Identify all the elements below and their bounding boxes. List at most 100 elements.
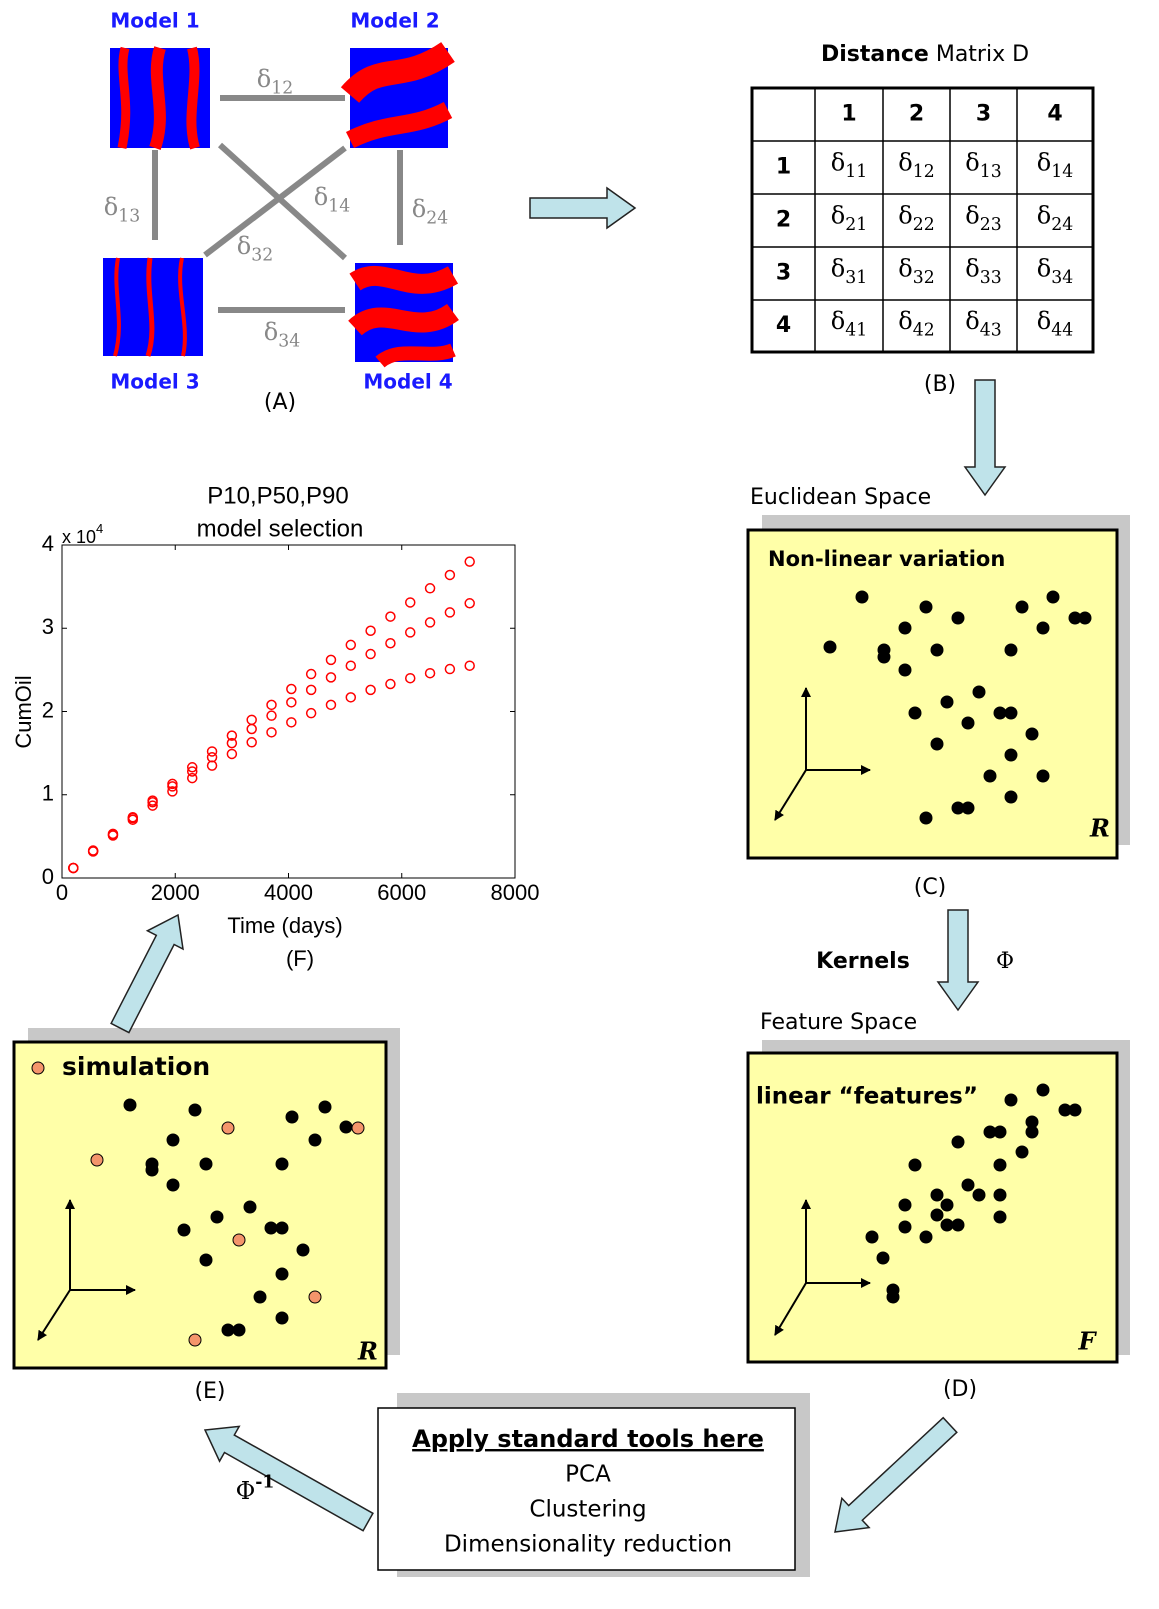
data-point (365, 648, 376, 660)
y-tick-label: 2 (42, 697, 54, 722)
distance-label: δ12 (257, 65, 293, 98)
model-image (340, 41, 455, 149)
sample-dot (1046, 590, 1060, 604)
y-tick-label: 1 (42, 781, 54, 806)
axis-arrow (774, 1282, 807, 1336)
sample-dot (951, 611, 965, 625)
distance-links (152, 95, 403, 313)
matrix-cell-symbol: δ (898, 148, 912, 176)
sample-dot (1078, 611, 1092, 625)
matrix-cell-symbol: δ (898, 254, 912, 282)
tools-item: PCA (565, 1462, 611, 1488)
matrix-cell-subscript: 44 (1051, 320, 1073, 340)
matrix-title: Distance Matrix D (821, 42, 1029, 67)
distance-label-symbol: δ (104, 193, 118, 221)
panel-label: (A) (264, 390, 296, 415)
y-axis-label: CumOil (11, 675, 36, 748)
data-point (325, 672, 337, 683)
space-symbol: F (1077, 1327, 1097, 1356)
matrix-cell-symbol: δ (1037, 254, 1051, 282)
data-point (286, 717, 297, 728)
matrix-cell-symbol: δ (831, 307, 845, 335)
sample-dot (1025, 1125, 1039, 1139)
sample-dot (264, 1221, 278, 1235)
column-header: 4 (1047, 102, 1062, 127)
plot-area (61, 544, 516, 879)
distance-label: δ24 (412, 195, 448, 228)
sample-dot (318, 1100, 332, 1114)
sample-dot (243, 1200, 257, 1214)
data-point (444, 663, 456, 675)
data-point (385, 678, 396, 690)
x-tick-label: 8000 (491, 880, 540, 905)
distance-label-subscript: 13 (118, 206, 140, 226)
inverse-step-superscript: -1 (255, 1472, 274, 1492)
x-axis-label: Time (days) (227, 913, 342, 938)
data-point (186, 766, 198, 777)
sample-dot (351, 1121, 365, 1135)
tools-item: Dimensionality reduction (444, 1532, 732, 1558)
sample-dot (993, 1188, 1007, 1202)
model-image (348, 263, 459, 368)
matrix-cell-symbol: δ (831, 254, 845, 282)
matrix-cell-subscript: 33 (980, 267, 1002, 287)
step-symbol: Φ (996, 949, 1014, 974)
space-symbol: R (357, 1337, 378, 1366)
data-point (186, 762, 198, 773)
matrix-cell-subscript: 31 (845, 267, 867, 287)
data-point (305, 684, 317, 696)
sample-dot (210, 1210, 224, 1224)
distance-label-subscript: 32 (251, 245, 273, 265)
matrix-title-rest: Matrix D (936, 42, 1029, 67)
data-point (345, 692, 357, 703)
data-point (226, 730, 238, 741)
sample-dot (285, 1110, 299, 1124)
matrix-cell-subscript: 34 (1051, 267, 1073, 287)
matrix-cell-subscript: 21 (845, 214, 867, 234)
matrix-cell: δ42 (898, 307, 934, 340)
sample-dot (1004, 790, 1018, 804)
data-point (365, 684, 376, 696)
sample-dot (908, 706, 922, 720)
y-tick-label: 3 (42, 614, 54, 639)
sample-dot (855, 590, 869, 604)
matrix-cell: δ23 (965, 201, 1001, 234)
sample-dot (908, 1158, 922, 1172)
sample-dot (898, 1198, 912, 1212)
arrow (963, 379, 1007, 497)
distance-label-subscript: 34 (278, 331, 300, 351)
axis-arrow (774, 769, 807, 821)
model-image (103, 257, 203, 357)
matrix-cell: δ13 (965, 148, 1001, 181)
matrix-cell-subscript: 22 (913, 214, 935, 234)
arrow (834, 1416, 958, 1533)
inverse-step: Φ-1 (236, 1472, 275, 1505)
distance-label: δ34 (264, 318, 300, 351)
matrix-cell: δ43 (965, 307, 1001, 340)
data-point (266, 699, 277, 711)
data-point (107, 830, 119, 841)
panel-label: (B) (924, 372, 956, 397)
matrix-cell: δ34 (1037, 254, 1073, 287)
sample-dot (145, 1163, 159, 1177)
row-header: 2 (776, 208, 791, 233)
matrix-cell: δ12 (898, 148, 934, 181)
matrix-cell-subscript: 12 (913, 161, 935, 181)
data-point (464, 660, 475, 671)
data-point (345, 639, 357, 651)
model-label: Model 1 (110, 9, 199, 33)
distance-label-subscript: 14 (328, 196, 350, 216)
sample-dot (940, 1218, 954, 1232)
data-point (266, 727, 277, 738)
model-label: Model 2 (350, 9, 439, 33)
sample-dot (275, 1157, 289, 1171)
data-point (68, 862, 79, 874)
sample-dot (940, 695, 954, 709)
data-point (226, 748, 238, 760)
panel-title: linear “features” (756, 1084, 978, 1110)
matrix-cell-symbol: δ (965, 254, 979, 282)
sample-dot (275, 1221, 289, 1235)
sample-dot (1004, 706, 1018, 720)
matrix-cell-symbol: δ (898, 307, 912, 335)
sample-dot (898, 1220, 912, 1234)
